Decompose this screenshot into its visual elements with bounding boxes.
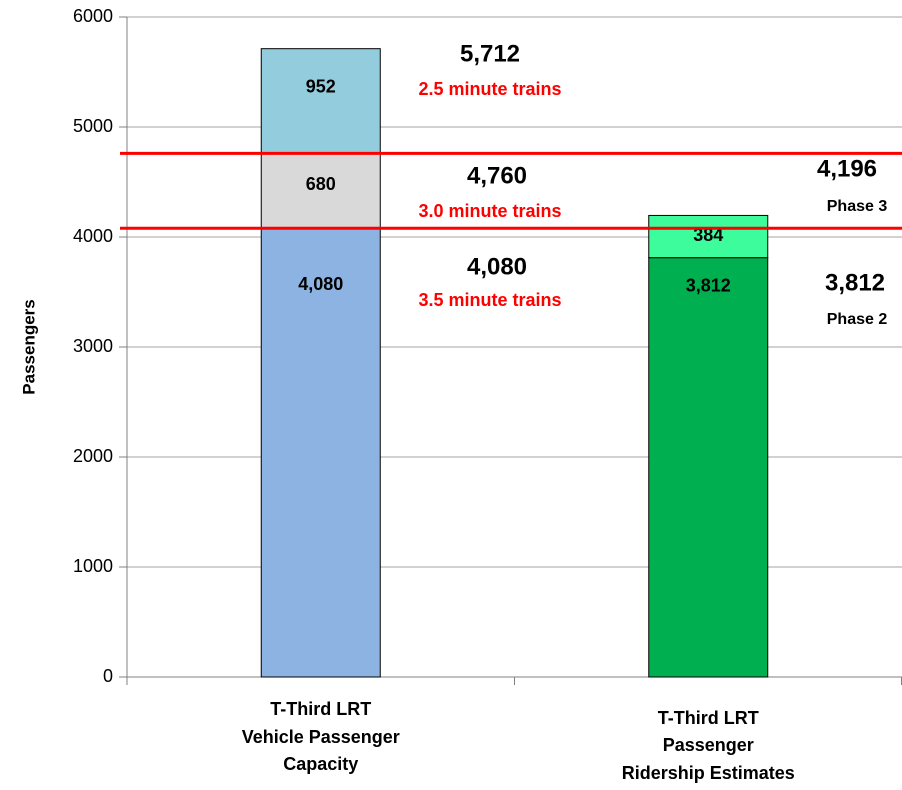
value-label: 680 bbox=[306, 174, 336, 194]
y-tick-label: 4000 bbox=[73, 226, 113, 246]
value-label: 4,080 bbox=[298, 274, 343, 294]
y-tick-label: 0 bbox=[103, 666, 113, 686]
bar-segment bbox=[260, 48, 381, 154]
y-axis-label: Passengers bbox=[19, 299, 38, 394]
y-tick-label: 5000 bbox=[73, 116, 113, 136]
x-tick-label-line: Vehicle Passenger bbox=[242, 727, 400, 747]
y-tick-label: 1000 bbox=[73, 556, 113, 576]
annotation-note: Phase 2 bbox=[827, 311, 888, 328]
x-tick-label: T-Third LRT Passenger Ridership Estimates bbox=[622, 708, 795, 783]
value-label: 3,812 bbox=[686, 275, 731, 295]
y-tick-label: 2000 bbox=[73, 446, 113, 466]
annotation-note: 3.5 minute trains bbox=[418, 290, 561, 310]
y-tick-label: 6000 bbox=[73, 6, 113, 26]
annotation-note: Phase 3 bbox=[827, 198, 888, 215]
y-tick-label: 3000 bbox=[73, 336, 113, 356]
annotation-value: 4,196 bbox=[817, 155, 877, 182]
x-tick-label-line: Passenger bbox=[663, 735, 754, 755]
x-tick-label-line: Ridership Estimates bbox=[622, 763, 795, 783]
annotation-value: 4,760 bbox=[467, 162, 527, 189]
value-label: 384 bbox=[693, 225, 723, 245]
annotation-value: 3,812 bbox=[825, 269, 885, 296]
annotation-value: 5,712 bbox=[460, 40, 520, 67]
bar-segment bbox=[648, 214, 769, 259]
bar-segment bbox=[648, 257, 769, 678]
x-tick-label-line: Capacity bbox=[283, 754, 358, 774]
annotation-note: 3.0 minute trains bbox=[418, 201, 561, 221]
bar-segment bbox=[260, 227, 381, 678]
annotation-note: 2.5 minute trains bbox=[418, 79, 561, 99]
x-tick-label: T-Third LRT Vehicle Passenger Capacity bbox=[242, 699, 400, 774]
annotation-value: 4,080 bbox=[467, 253, 527, 280]
value-label: 952 bbox=[306, 76, 336, 96]
x-tick-label-line: T-Third LRT bbox=[658, 708, 759, 728]
x-tick-label-line: T-Third LRT bbox=[270, 699, 371, 719]
